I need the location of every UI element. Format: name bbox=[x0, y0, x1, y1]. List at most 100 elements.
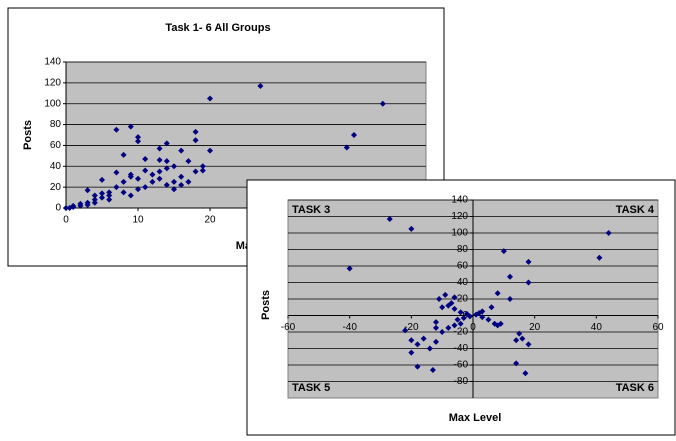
quadrant-label: TASK 5 bbox=[292, 382, 330, 394]
data-point bbox=[84, 187, 91, 194]
data-point bbox=[99, 194, 105, 201]
y-axis-label: Posts bbox=[260, 290, 272, 320]
data-point bbox=[77, 200, 84, 207]
data-point bbox=[476, 310, 483, 317]
chart-title: Task 1- 6 All Groups bbox=[165, 22, 270, 34]
data-point bbox=[135, 186, 141, 193]
x-tick-label: -20 bbox=[404, 322, 419, 333]
data-point bbox=[163, 182, 170, 189]
y-tick-label: 100 bbox=[44, 98, 61, 109]
data-point bbox=[451, 322, 458, 329]
data-point bbox=[436, 296, 443, 302]
data-point bbox=[120, 151, 127, 158]
data-point bbox=[386, 215, 393, 222]
x-tick-label: -40 bbox=[342, 322, 357, 333]
y-tick-label: -80 bbox=[454, 376, 469, 387]
data-point bbox=[408, 349, 415, 356]
data-point bbox=[257, 82, 264, 89]
data-point bbox=[156, 168, 163, 175]
data-point bbox=[135, 175, 141, 182]
data-point bbox=[207, 95, 213, 102]
data-point bbox=[439, 329, 446, 335]
x-tick-label: 20 bbox=[529, 322, 541, 333]
data-point bbox=[113, 169, 120, 176]
data-point bbox=[525, 258, 532, 265]
data-point bbox=[149, 171, 156, 178]
data-point bbox=[142, 167, 149, 174]
data-point bbox=[91, 199, 98, 206]
data-point bbox=[516, 330, 523, 337]
data-point bbox=[171, 178, 177, 185]
data-point bbox=[127, 171, 134, 178]
data-point bbox=[522, 370, 529, 377]
data-point bbox=[192, 137, 199, 144]
data-point bbox=[408, 337, 415, 344]
data-point bbox=[106, 189, 113, 196]
y-tick-label: 120 bbox=[44, 77, 61, 88]
data-point bbox=[163, 140, 170, 147]
chart: -80-60-40-20020406080100120140-60-40-200… bbox=[246, 179, 676, 436]
y-tick-label: 40 bbox=[457, 277, 469, 288]
y-axis-label: Posts bbox=[22, 120, 34, 150]
data-point bbox=[91, 196, 98, 203]
data-point bbox=[497, 320, 504, 327]
quadrant-label: TASK 3 bbox=[292, 204, 330, 216]
y-tick-label: 40 bbox=[50, 161, 62, 172]
data-point bbox=[135, 138, 141, 145]
data-point bbox=[192, 128, 199, 135]
x-tick-label: 0 bbox=[63, 215, 69, 226]
data-point bbox=[127, 123, 134, 130]
y-tick-label: 100 bbox=[451, 228, 468, 239]
x-tick-label: 60 bbox=[652, 322, 664, 333]
data-point bbox=[185, 158, 192, 165]
data-point bbox=[479, 314, 486, 321]
data-point bbox=[414, 363, 421, 370]
quadrant-label: TASK 4 bbox=[616, 204, 655, 216]
data-point bbox=[500, 248, 507, 255]
data-point bbox=[442, 291, 449, 298]
data-point bbox=[525, 279, 532, 286]
data-point bbox=[84, 199, 91, 206]
data-point bbox=[149, 178, 156, 185]
data-point bbox=[91, 192, 98, 199]
data-point bbox=[127, 192, 134, 199]
data-point bbox=[199, 163, 206, 170]
data-point bbox=[507, 273, 513, 280]
data-point bbox=[429, 366, 436, 373]
data-point bbox=[346, 265, 353, 272]
data-point bbox=[171, 186, 177, 193]
data-point bbox=[178, 182, 185, 189]
data-point bbox=[192, 168, 199, 175]
data-point bbox=[142, 155, 149, 162]
data-point bbox=[433, 319, 439, 326]
data-point bbox=[439, 304, 446, 311]
data-point bbox=[120, 189, 127, 196]
data-point bbox=[63, 205, 69, 211]
y-tick-label: 140 bbox=[44, 57, 61, 68]
data-point bbox=[485, 316, 492, 323]
chart: 02040608010012014001020304050Task 1- 6 A… bbox=[7, 7, 445, 267]
y-tick-label: 80 bbox=[50, 119, 62, 130]
y-tick-label: -20 bbox=[454, 327, 469, 338]
y-tick-label: 80 bbox=[457, 244, 469, 255]
quadrant-label: TASK 6 bbox=[616, 382, 654, 394]
data-point bbox=[185, 178, 192, 185]
data-point bbox=[351, 132, 357, 138]
data-point bbox=[494, 290, 501, 297]
x-tick-label: 20 bbox=[204, 215, 216, 226]
data-point bbox=[402, 327, 409, 334]
data-point bbox=[596, 254, 603, 261]
data-point bbox=[199, 167, 206, 174]
data-point bbox=[488, 304, 495, 311]
data-point bbox=[433, 338, 439, 345]
data-point bbox=[445, 324, 452, 331]
x-axis-label: Max Level bbox=[449, 412, 502, 424]
y-tick-label: -60 bbox=[454, 360, 469, 371]
data-point bbox=[414, 341, 421, 348]
y-tick-label: 60 bbox=[50, 140, 62, 151]
y-tick-label: 0 bbox=[55, 203, 61, 214]
data-point bbox=[99, 190, 105, 197]
y-tick-label: 60 bbox=[457, 261, 469, 272]
data-point bbox=[448, 300, 455, 307]
data-point bbox=[178, 173, 185, 180]
